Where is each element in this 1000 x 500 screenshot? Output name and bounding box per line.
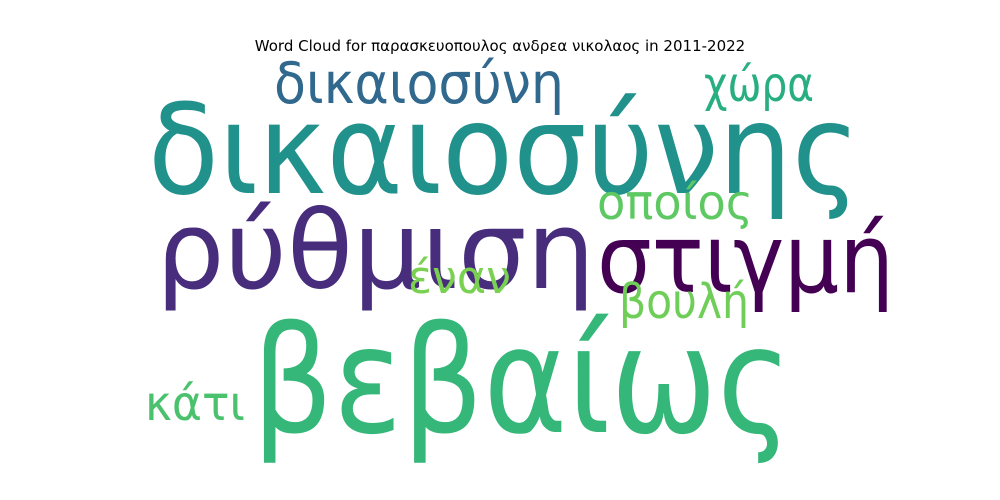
word-7: οποίος: [597, 175, 753, 231]
word-8: βουλή: [619, 274, 749, 330]
word-1: δικαιοσύνης: [148, 78, 860, 223]
word-6: χώρα: [704, 57, 814, 113]
word-5: δικαιοσύνη: [274, 51, 564, 117]
word-3: βεβαίως: [252, 295, 792, 467]
word-10: κάτι: [145, 376, 245, 432]
word-9: έναν: [408, 251, 511, 304]
chart-title: Word Cloud for παρασκευοπουλος ανδρεα νι…: [254, 37, 746, 55]
word-2: ρύθμιση: [156, 189, 595, 314]
word-4: στιγμή: [597, 205, 894, 315]
